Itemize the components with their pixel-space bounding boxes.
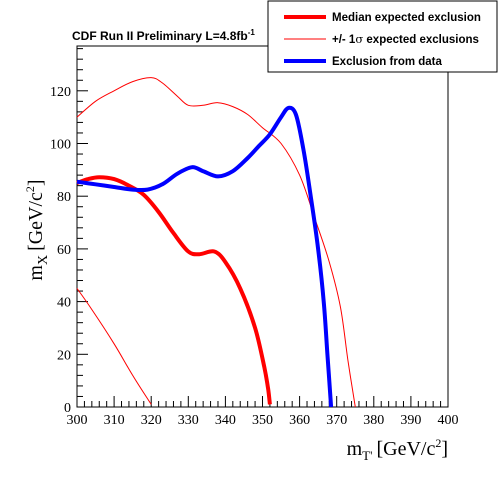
x-tick-label: 340 <box>215 413 236 428</box>
series-observed-exclusion <box>76 105 334 408</box>
legend-label-median: Median expected exclusion <box>332 12 481 24</box>
chart-title: CDF Run II Preliminary L=4.8fb-1 <box>72 28 255 43</box>
series-layer <box>76 77 356 408</box>
y-tick-label: 40 <box>57 296 71 311</box>
legend-label-data: Exclusion from data <box>332 56 443 68</box>
series-minus-one-sigma <box>76 288 152 405</box>
series-median-expected <box>76 175 272 405</box>
y-tick-label: 20 <box>57 348 71 363</box>
x-tick-label: 330 <box>178 413 199 428</box>
legend-label-one-sigma: +/- 1σ expected exclusions <box>332 32 479 46</box>
series-plus-one-sigma <box>76 77 356 408</box>
x-tick-label: 320 <box>141 413 162 428</box>
y-tick-label: 0 <box>64 401 71 416</box>
x-tick-label: 400 <box>438 413 459 428</box>
x-axis-title: mT' [GeV/c2] <box>347 436 448 463</box>
x-tick-label: 360 <box>289 413 310 428</box>
x-tick-label: 300 <box>67 413 88 428</box>
x-tick-label: 380 <box>363 413 384 428</box>
x-tick-label: 370 <box>326 413 347 428</box>
y-tick-label: 120 <box>50 85 71 100</box>
legend: Median expected exclusion +/- 1σ expecte… <box>267 0 498 73</box>
tick-labels: 300 310 320 330 340 350 360 370 380 390 400 0 20 40 60… <box>50 85 459 428</box>
x-tick-label: 390 <box>400 413 421 428</box>
y-tick-label: 80 <box>57 190 71 205</box>
y-tick-label: 100 <box>50 137 71 152</box>
x-tick-label: 350 <box>252 413 273 428</box>
y-axis-title: mX[GeV/c2] <box>23 179 51 280</box>
y-tick-label: 60 <box>57 243 71 258</box>
x-tick-label: 310 <box>104 413 125 428</box>
